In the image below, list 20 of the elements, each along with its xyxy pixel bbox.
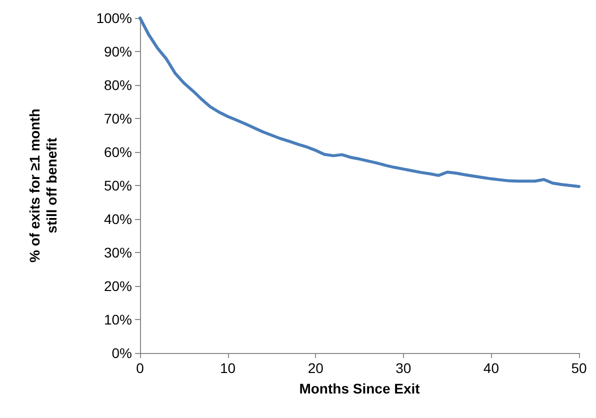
y-tick-label: 100%	[96, 10, 132, 26]
y-axis-title: % of exits for ≥1 month still off benefit	[26, 108, 60, 262]
y-tick-label: 10%	[104, 312, 132, 328]
y-tick-label: 30%	[104, 244, 132, 260]
y-tick-label: 60%	[104, 144, 132, 160]
x-tick-label: 0	[136, 360, 144, 376]
y-tick-label: 40%	[104, 211, 132, 227]
line-series	[138, 16, 580, 188]
y-tick-label: 90%	[104, 44, 132, 60]
x-tick-label: 30	[396, 360, 412, 376]
y-tick-label: 20%	[104, 278, 132, 294]
x-axis-title: Months Since Exit	[299, 380, 420, 396]
y-tick-label: 50%	[104, 178, 132, 194]
x-tick-label: 40	[483, 360, 500, 376]
y-tick-label: 80%	[104, 77, 132, 93]
x-tick-label: 50	[571, 360, 587, 376]
y-tick-label: 70%	[104, 110, 132, 126]
x-tick-label: 10	[220, 360, 236, 376]
x-tick-label: 20	[308, 360, 324, 376]
y-tick-label: 0%	[112, 345, 132, 361]
